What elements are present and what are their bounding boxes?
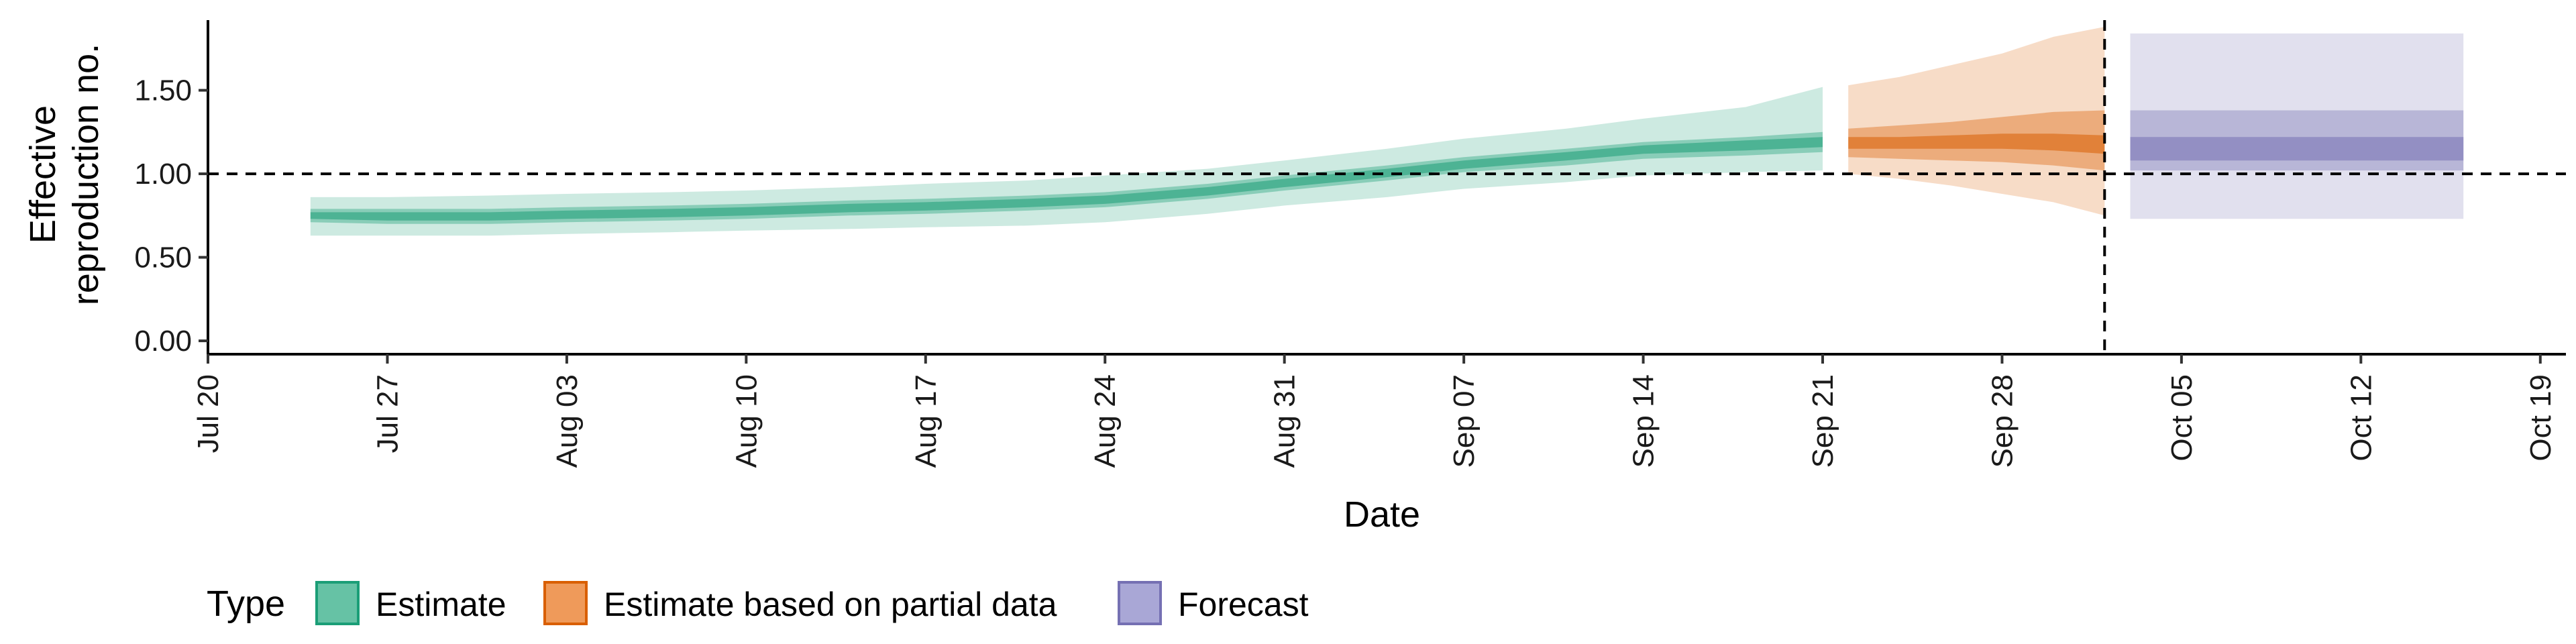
estimate-band-20: [310, 137, 1823, 221]
legend-label-estimate-based-on-partial-data: Estimate based on partial data: [604, 586, 1057, 623]
x-tick-label: Oct 19: [2524, 374, 2557, 462]
x-tick-label: Oct 05: [2165, 374, 2198, 462]
x-tick-label: Sep 28: [1986, 374, 2019, 468]
x-tick-label: Sep 21: [1807, 374, 1839, 468]
tick-labels: 0.00 0.50 1.00 1.50 Jul 20 Jul 27 Aug 03 Aug 10…: [134, 74, 2557, 468]
x-tick-label: Aug 31: [1269, 374, 1301, 468]
axes: [207, 20, 2566, 356]
x-tick-label: Sep 14: [1627, 374, 1660, 468]
legend: Type Estimate Estimate based on partial da…: [207, 581, 1309, 625]
x-tick-label: Aug 24: [1089, 374, 1122, 468]
legend-key-estimate-based-on-partial-data: [543, 581, 588, 625]
x-tick-label: Aug 03: [551, 374, 584, 468]
x-tick-label: Aug 10: [730, 374, 763, 468]
estimate-based-on-partial-data-band-20: [1848, 133, 2105, 154]
x-tick-label: Jul 20: [192, 374, 225, 453]
bands-layer: [310, 27, 2464, 236]
y-axis-title-line2: reproduction no.: [66, 44, 106, 305]
x-tick-label: Aug 17: [910, 374, 943, 468]
x-tick-label: Sep 07: [1448, 374, 1481, 468]
forecast-band-90: [2130, 33, 2464, 219]
y-tick-label: 0.00: [134, 325, 192, 358]
legend-label-forecast: Forecast: [1178, 586, 1309, 623]
legend-title: Type: [207, 584, 285, 624]
y-tick-label: 0.50: [134, 241, 192, 274]
y-axis-title-line1: Effective: [23, 105, 63, 244]
x-tick-label: Oct 12: [2345, 374, 2377, 462]
estimate-band-90: [310, 87, 1823, 236]
legend-label-estimate: Estimate: [376, 586, 506, 623]
y-tick-label: 1.00: [134, 158, 192, 191]
legend-key-estimate: [315, 581, 360, 625]
x-tick-label: Jul 27: [371, 374, 404, 453]
legend-key-forecast: [1118, 581, 1162, 625]
y-axis-title: Effective reproduction no.: [23, 44, 106, 305]
forecast-band-20: [2130, 137, 2464, 161]
y-tick-label: 1.50: [134, 74, 192, 107]
x-axis-title: Date: [1344, 494, 1420, 535]
estimate-based-on-partial-data-band-90: [1848, 27, 2105, 216]
